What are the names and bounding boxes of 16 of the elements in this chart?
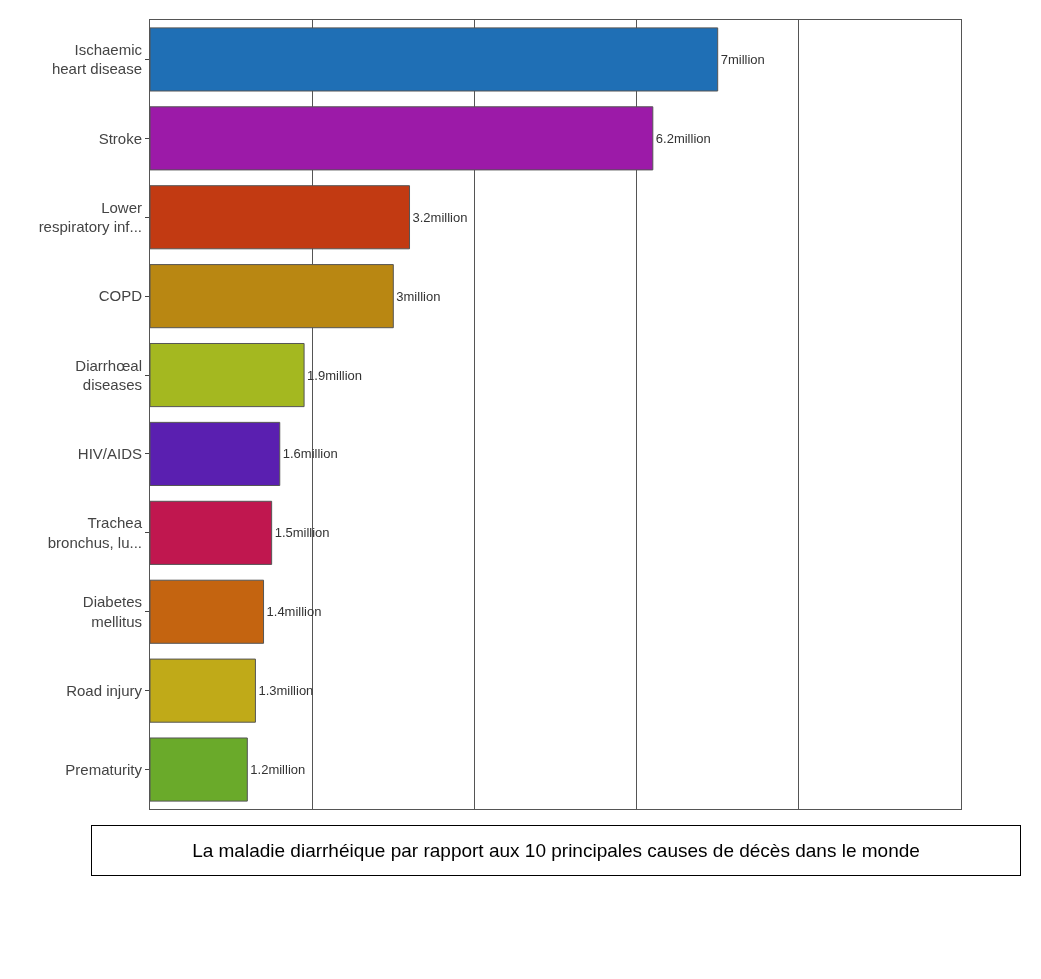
- y-tick-label: Diabetes mellitus: [82, 593, 142, 630]
- y-tick-label: Stroke: [98, 129, 142, 147]
- text: La maladie diarrhéique par rapport aux 10 principales causes de décès dans le monde: [192, 840, 920, 861]
- y-tick-label: Lower respiratory inf...: [38, 198, 142, 236]
- y-tick-label: Road injury: [66, 681, 143, 699]
- data-label: 6.2million: [655, 130, 711, 146]
- y-tick-label: Ischaemic heart disease: [51, 40, 143, 78]
- y-tick-label: Diarrhœal diseases: [75, 356, 142, 394]
- y-tick-label: Prematurity: [65, 760, 143, 778]
- data-label: 1.2million: [250, 762, 306, 778]
- data-label: 7million: [720, 51, 765, 67]
- data-label: 3.2million: [412, 209, 468, 225]
- y-tick-label: HIV/AIDS: [77, 445, 142, 463]
- y-tick-label: Trachea bronchus, lu...: [47, 514, 143, 551]
- y-tick-label: COPD: [98, 287, 143, 305]
- data-label: 3million: [396, 288, 441, 304]
